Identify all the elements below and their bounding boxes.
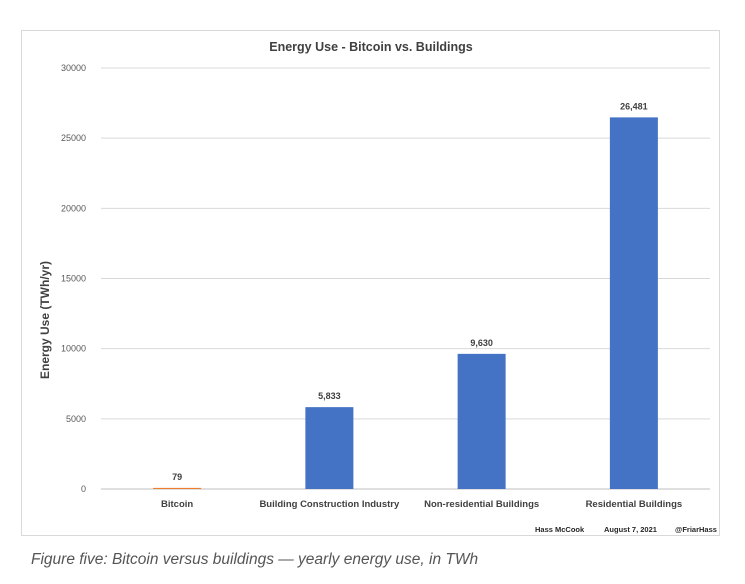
- y-tick-label: 10000: [61, 344, 86, 354]
- bar-chart: Energy Use - Bitcoin vs. Buildings Energ…: [38, 40, 717, 534]
- data-labels: 79 5,833 9,630 26,481: [172, 101, 648, 482]
- gridlines: [101, 67, 710, 490]
- x-tick-label: Residential Buildings: [586, 499, 683, 510]
- credit-author: Hass McCook: [535, 525, 585, 534]
- data-label: 26,481: [620, 101, 648, 111]
- data-label: 5,833: [318, 391, 341, 401]
- y-tick-label: 30000: [61, 63, 86, 73]
- y-axis-label: Energy Use (TWh/yr): [38, 261, 52, 379]
- x-tick-label: Non-residential Buildings: [424, 499, 539, 510]
- bar-1: [153, 487, 202, 489]
- bars: [153, 117, 658, 489]
- data-label: 9,630: [470, 338, 493, 348]
- x-tick-label: Building Construction Industry: [259, 499, 400, 510]
- bar-4: [609, 117, 658, 489]
- chart-figure: Energy Use - Bitcoin vs. Buildings Energ…: [21, 30, 720, 536]
- figure-caption: Figure five: Bitcoin versus buildings — …: [31, 551, 479, 568]
- credit-handle: @FriarHass: [675, 525, 717, 534]
- credit-date: August 7, 2021: [604, 525, 657, 534]
- x-axis-categories: Bitcoin Building Construction Industry Non…: [161, 499, 682, 510]
- x-tick-label: Bitcoin: [161, 499, 193, 510]
- y-tick-label: 25000: [61, 133, 86, 143]
- y-tick-label: 20000: [61, 203, 86, 213]
- bar-2: [305, 407, 354, 489]
- y-tick-label: 5000: [66, 414, 86, 424]
- y-tick-label: 15000: [61, 274, 86, 284]
- y-tick-label: 0: [81, 484, 86, 494]
- bar-3: [457, 353, 506, 489]
- data-label: 79: [172, 472, 182, 482]
- chart-title: Energy Use - Bitcoin vs. Buildings: [269, 40, 473, 54]
- y-axis-ticks: 0 5000 10000 15000 20000 25000 30000: [61, 63, 86, 494]
